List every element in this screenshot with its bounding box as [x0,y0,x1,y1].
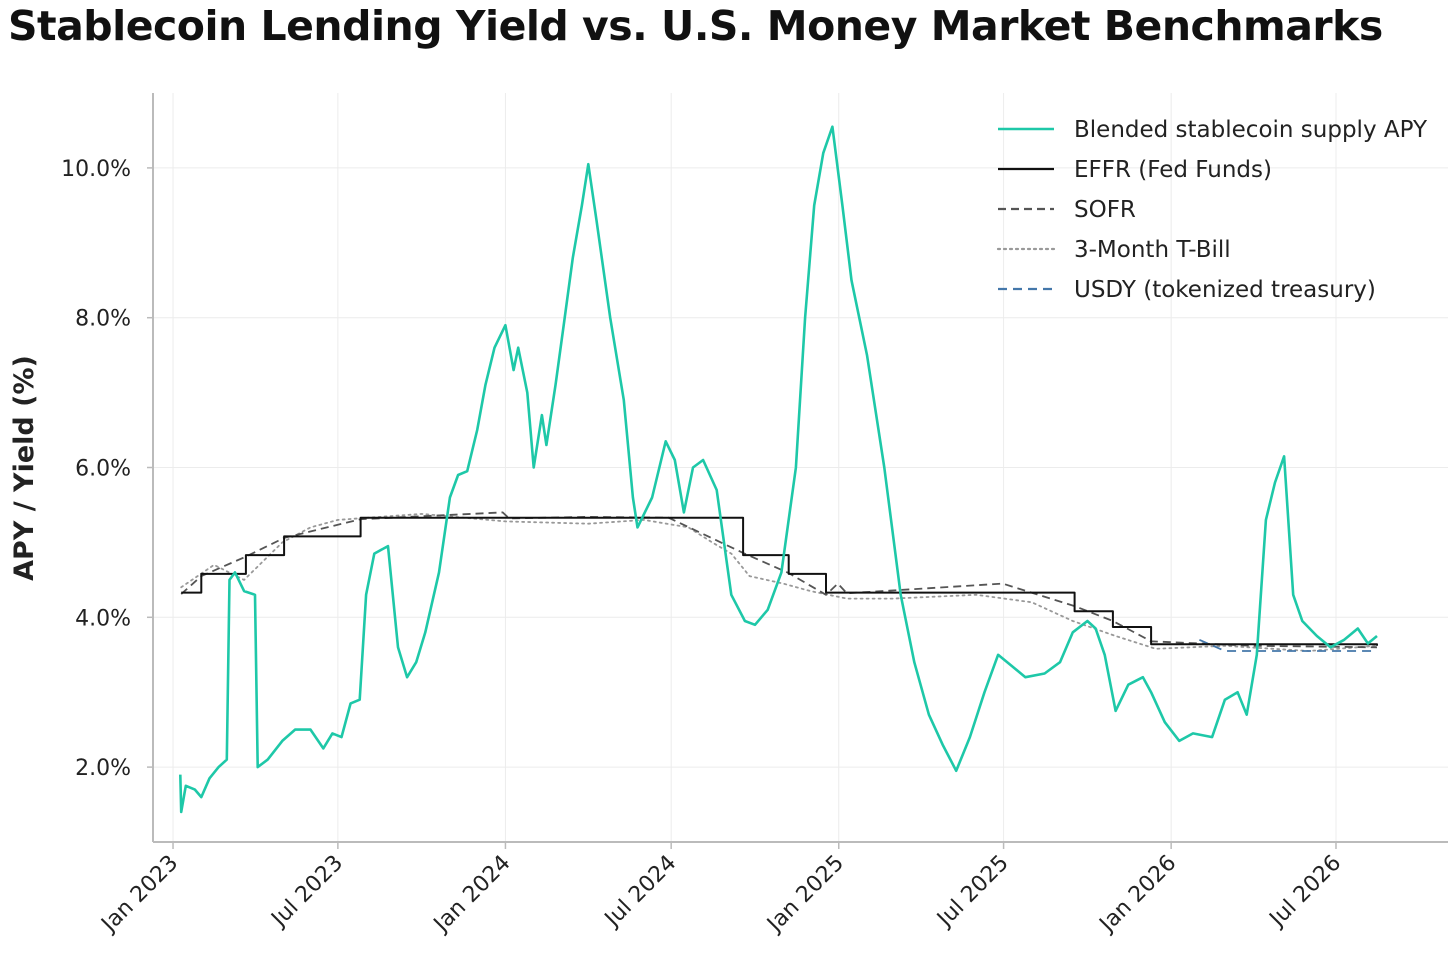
tick-labels: 2.0% 4.0% 6.0% 8.0% 10.0% Jan 2023 Jul 2023 Jan… [61,157,1346,938]
grid [153,93,1448,842]
series-line-0 [179,125,1378,814]
chart-title: Stablecoin Lending Yield vs. U.S. Money … [8,2,1383,50]
x-tick-label: Jan 2026 [1094,851,1182,939]
legend-label-3: 3-Month T-Bill [1074,237,1231,263]
y-tick-label: 2.0% [75,756,131,781]
legend-label-0: Blended stablecoin supply APY [1074,117,1428,143]
y-tick-label: 6.0% [75,457,131,482]
y-axis-title: APY / Yield (%) [9,355,40,581]
x-tick-label: Jan 2023 [96,851,184,939]
series-line-2 [180,511,1378,649]
y-tick-label: 4.0% [75,606,131,631]
y-tick-label: 8.0% [75,307,131,332]
legend-label-2: SOFR [1074,197,1136,223]
axes [147,93,1448,849]
series-lines [179,125,1378,814]
x-tick-label: Jan 2025 [761,851,849,939]
x-tick-label: Jul 2023 [266,851,348,933]
x-tick-label: Jan 2024 [428,851,516,939]
legend-label-1: EFFR (Fed Funds) [1074,157,1272,183]
y-tick-label: 10.0% [61,157,131,182]
x-tick-label: Jul 2026 [1264,851,1346,933]
series-line-1 [181,516,1378,646]
x-tick-label: Jul 2024 [599,851,681,933]
x-tick-label: Jul 2025 [931,851,1013,933]
legend: Blended stablecoin supply APY EFFR (Fed F… [996,117,1428,303]
legend-label-4: USDY (tokenized treasury) [1074,277,1376,303]
series-line-3 [180,513,1378,652]
